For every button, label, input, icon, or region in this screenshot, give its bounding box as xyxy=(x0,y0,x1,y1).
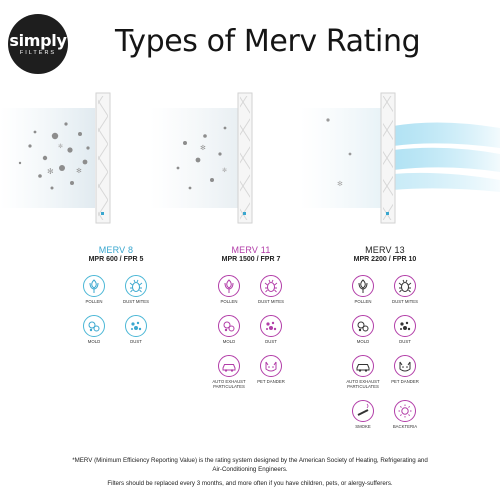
filter-illustration: ✻ ✻ ✻ ✻ ✻ ✻ xyxy=(0,92,500,224)
merv11-sub: MPR 1500 / FPR 7 xyxy=(221,256,281,263)
merv13-bacteria: BACKTERIA xyxy=(385,400,425,429)
car-icon xyxy=(218,355,240,377)
replacement-footnote: Filters should be replaced every 3 month… xyxy=(107,480,393,487)
merv11-name: MERV 11 xyxy=(231,245,271,255)
car-icon xyxy=(352,355,374,377)
svg-text:✻: ✻ xyxy=(47,167,54,176)
merv11-dust-mites: DUST MITES xyxy=(251,275,291,304)
cigarette-icon xyxy=(352,400,374,422)
flower-icon xyxy=(352,275,374,297)
flower-icon xyxy=(218,275,240,297)
cat-icon xyxy=(260,355,282,377)
particles-merv11: ✻ ✻ xyxy=(176,126,227,190)
merv8-name: MERV 8 xyxy=(98,245,134,255)
svg-text:✻: ✻ xyxy=(76,167,82,175)
svg-text:✻: ✻ xyxy=(200,144,206,152)
bug-icon xyxy=(125,275,147,297)
page-title: Types of Merv Rating xyxy=(115,24,421,59)
filter-merv8 xyxy=(95,92,111,224)
merv8-dust: DUST xyxy=(116,315,156,344)
bug-icon xyxy=(394,275,416,297)
brand-name: simply xyxy=(9,31,67,50)
merv8-heading: MERV 8 MPR 600 / FPR 5 xyxy=(61,245,171,263)
bacteria-icon xyxy=(394,400,416,422)
spores-icon xyxy=(83,315,105,337)
merv13-name: MERV 13 xyxy=(365,245,405,255)
merv13-pollen: POLLEN xyxy=(343,275,383,304)
svg-text:✻: ✻ xyxy=(222,167,227,174)
merv13-pet-dander: PET DANDER xyxy=(385,355,425,384)
merv8-dust-mites: DUST MITES xyxy=(116,275,156,304)
spores-icon xyxy=(218,315,240,337)
particles-merv8: ✻ ✻ ✻ xyxy=(18,122,90,190)
merv-definition-footnote: *MERV (Minimum Efficiency Reporting Valu… xyxy=(72,457,428,473)
merv13-dust-mites: DUST MITES xyxy=(385,275,425,304)
merv13-dust: DUST xyxy=(385,315,425,344)
particles-merv13: ✻ xyxy=(326,118,352,188)
filter-merv13 xyxy=(380,92,396,224)
merv11-mold: MOLD xyxy=(209,315,249,344)
merv11-dust: DUST xyxy=(251,315,291,344)
brand-logo: simply FILTERS xyxy=(8,14,68,74)
merv13-heading: MERV 13 MPR 2200 / FPR 10 xyxy=(330,245,440,263)
merv13-auto-exhaust: AUTO EXHAUST PARTICULATES xyxy=(343,355,383,389)
merv8-sub: MPR 600 / FPR 5 xyxy=(88,256,144,263)
brand-tagline: FILTERS xyxy=(19,50,57,56)
merv8-mold: MOLD xyxy=(74,315,114,344)
particles-icon xyxy=(125,315,147,337)
merv8-pollen: POLLEN xyxy=(74,275,114,304)
filter-merv11 xyxy=(237,92,253,224)
bug-icon xyxy=(260,275,282,297)
flower-icon xyxy=(83,275,105,297)
svg-text:✻: ✻ xyxy=(58,143,63,150)
merv13-smoke: SMOKE xyxy=(343,400,383,429)
spores-icon xyxy=(352,315,374,337)
merv13-sub: MPR 2200 / FPR 10 xyxy=(353,256,417,263)
merv11-pollen: POLLEN xyxy=(209,275,249,304)
particles-icon xyxy=(394,315,416,337)
merv11-auto-exhaust: AUTO EXHAUST PARTICULATES xyxy=(209,355,249,389)
svg-text:✻: ✻ xyxy=(337,180,343,188)
particles-icon xyxy=(260,315,282,337)
merv11-heading: MERV 11 MPR 1500 / FPR 7 xyxy=(196,245,306,263)
cat-icon xyxy=(394,355,416,377)
merv13-mold: MOLD xyxy=(343,315,383,344)
merv11-pet-dander: PET DANDER xyxy=(251,355,291,384)
